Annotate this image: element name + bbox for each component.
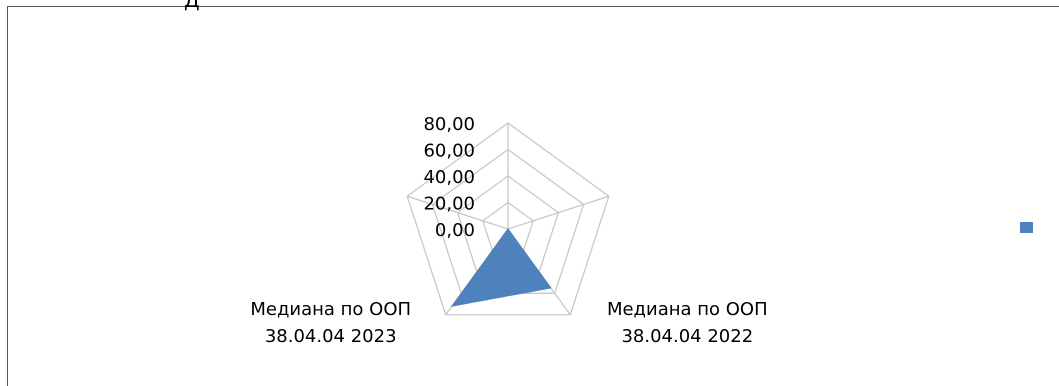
category-label: Медиана по ООП: [250, 299, 411, 320]
tick-label: 20,00: [423, 194, 475, 215]
grid-ring: [406, 122, 610, 316]
series-area: [450, 228, 552, 307]
grid-spoke: [507, 195, 610, 230]
tick-label: 60,00: [423, 141, 475, 162]
chart-frame: [7, 6, 1059, 386]
tick-label: 0,00: [435, 220, 475, 241]
legend: [1020, 222, 1033, 233]
clipped-heading-text: Д: [184, 0, 200, 12]
radial-tick-labels: 0,00 20,00 40,00 60,00 80,00: [423, 114, 475, 241]
series-polygon: [450, 228, 552, 307]
grid-spoke: [406, 195, 509, 230]
tick-label: 80,00: [423, 114, 475, 135]
legend-swatch: [1020, 222, 1033, 233]
tick-label: 40,00: [423, 167, 475, 188]
category-labels: Медиана по ООП 38.04.04 2022 Медиана по ОО…: [250, 299, 767, 347]
category-label: Медиана по ООП: [607, 299, 768, 320]
category-label: 38.04.04 2023: [265, 326, 397, 347]
category-label: 38.04.04 2022: [621, 326, 753, 347]
